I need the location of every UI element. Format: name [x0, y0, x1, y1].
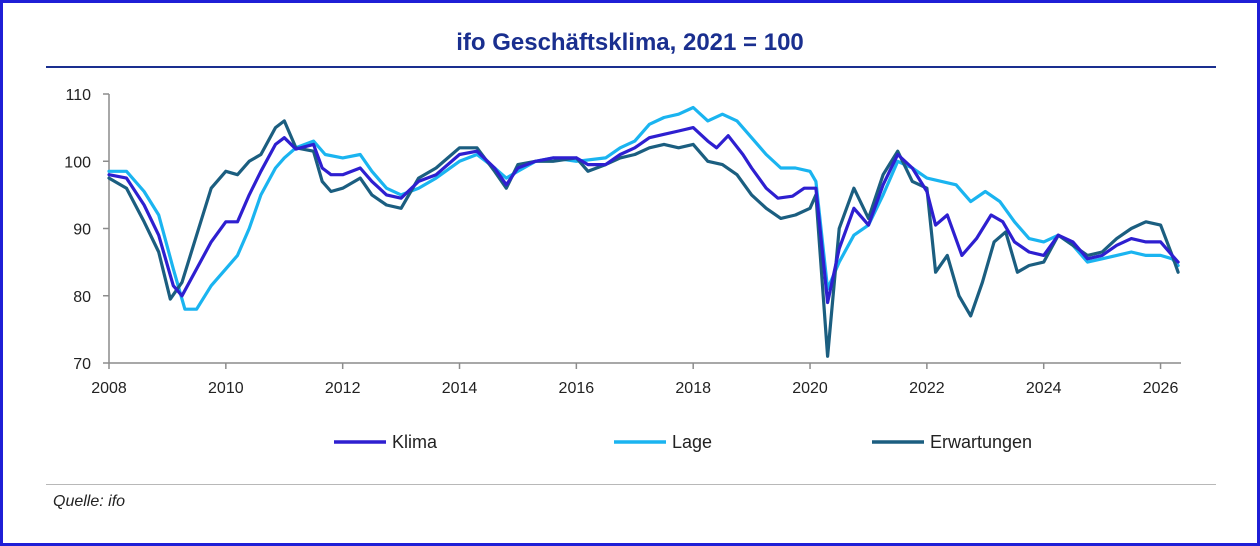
- legend-label-lage: Lage: [672, 432, 712, 452]
- legend: Klima Lage Erwartungen: [334, 432, 1032, 452]
- x-axis: 2008 2010 2012 2014 2016 2018 2020 2022 2024 2026: [91, 362, 1181, 397]
- y-tick-label: 90: [73, 222, 91, 239]
- y-axis-ticks: 70 80 90 100 110: [64, 87, 110, 373]
- y-tick-label: 110: [65, 87, 91, 104]
- title-divider: [46, 66, 1216, 68]
- x-tick-label: 2012: [325, 380, 361, 397]
- y-tick-label: 100: [64, 154, 91, 171]
- legend-label-klima: Klima: [392, 432, 438, 452]
- x-tick-label: 2010: [208, 380, 244, 397]
- series-line-lage: [107, 105, 1180, 311]
- source-note: Quelle: ifo: [53, 493, 126, 510]
- legend-label-erwartungen: Erwartungen: [930, 432, 1032, 452]
- x-tick-label: 2024: [1026, 380, 1062, 397]
- x-tick-label: 2008: [91, 380, 127, 397]
- x-tick-label: 2020: [792, 380, 828, 397]
- x-tick-label: 2026: [1143, 380, 1179, 397]
- series-line-klima: [107, 126, 1180, 305]
- x-tick-label: 2018: [675, 380, 711, 397]
- x-tick-label: 2016: [559, 380, 595, 397]
- chart-title: ifo Geschäftsklima, 2021 = 100: [456, 29, 804, 56]
- x-tick-label: 2022: [909, 380, 945, 397]
- y-tick-label: 70: [73, 356, 91, 373]
- footer-divider: [46, 484, 1216, 485]
- series-lines: [107, 105, 1180, 358]
- series-line-erwartungen: [107, 119, 1180, 358]
- x-tick-label: 2014: [442, 380, 478, 397]
- y-tick-label: 80: [73, 289, 91, 306]
